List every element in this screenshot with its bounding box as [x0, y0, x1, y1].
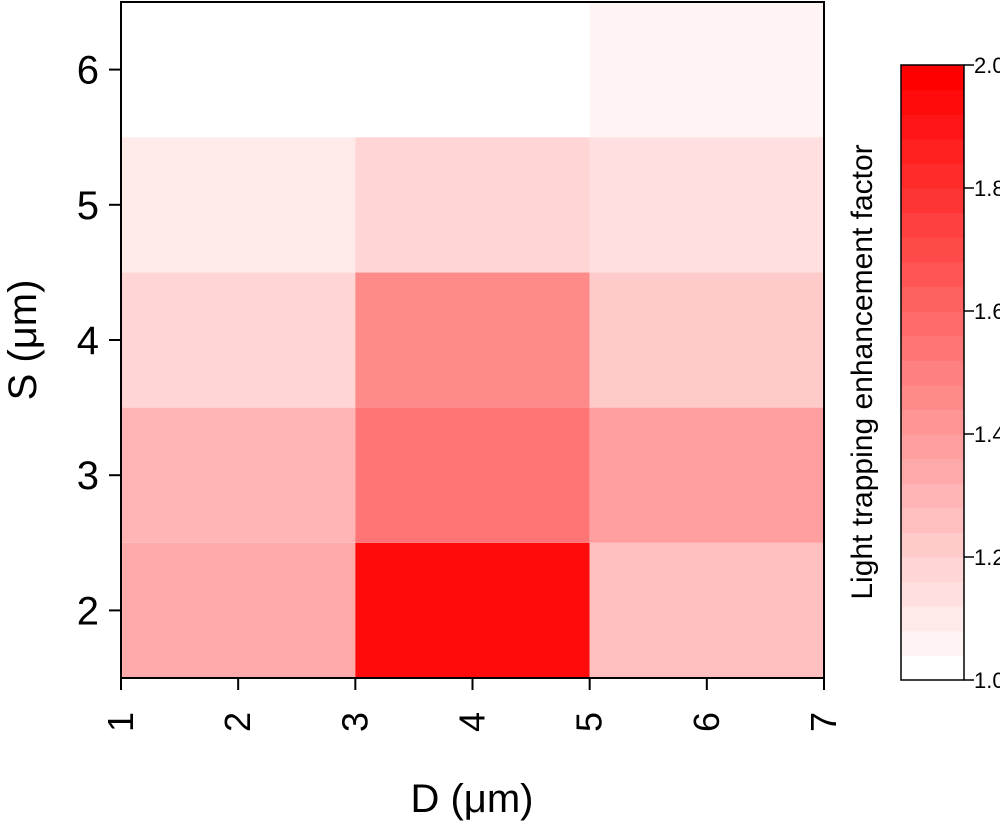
colorbar-segment	[901, 458, 964, 484]
heatmap-cell	[121, 137, 356, 273]
colorbar-frame	[900, 64, 965, 681]
colorbar-tick-label: 1.2	[974, 545, 1000, 570]
heatmap-cell	[589, 542, 824, 678]
colorbar-segment	[901, 237, 964, 263]
colorbar-segment	[901, 286, 964, 312]
colorbar-title: Light trapping enhancement factor	[846, 144, 879, 599]
x-tick-label: 7	[803, 712, 844, 732]
x-tick-label: 2	[217, 712, 258, 732]
y-tick-label: 6	[77, 49, 99, 93]
colorbar-segment	[901, 655, 964, 681]
heatmap-cell	[121, 2, 356, 138]
x-tick-label: 4	[452, 712, 493, 732]
colorbar-segment	[901, 507, 964, 533]
heatmap-cell	[355, 137, 590, 273]
heatmap-cell	[589, 272, 824, 408]
heatmap-cell	[589, 137, 824, 273]
colorbar-segment	[901, 335, 964, 361]
colorbar-segment	[901, 409, 964, 435]
colorbar-segment	[901, 163, 964, 189]
heatmap-cell	[121, 407, 356, 543]
colorbar-axis: 1.0 1.2 1.4 1.6 1.8 2.0	[964, 53, 1000, 693]
heatmap-cell	[355, 407, 590, 543]
y-axis: 2 3 4 5 6	[77, 49, 121, 633]
x-axis: 1 2 3 4 5 6 7	[100, 678, 844, 732]
heatmap-cell	[355, 542, 590, 678]
y-axis-label: S (μm)	[1, 280, 45, 401]
colorbar-segment	[901, 434, 964, 460]
heatmap-cell	[589, 2, 824, 138]
x-tick-label: 1	[100, 712, 141, 732]
colorbar-segment	[901, 483, 964, 509]
heatmap-cell	[355, 2, 590, 138]
y-tick-label: 5	[77, 184, 99, 228]
colorbar-segment	[901, 261, 964, 287]
colorbar	[900, 64, 965, 681]
colorbar-segment	[901, 188, 964, 214]
heatmap-cells	[121, 2, 824, 678]
colorbar-segment	[901, 138, 964, 164]
colorbar-tick-label: 1.6	[974, 299, 1000, 324]
colorbar-segment	[901, 630, 964, 656]
colorbar-segment	[901, 557, 964, 583]
colorbar-segment	[901, 606, 964, 632]
heatmap-cell	[121, 272, 356, 408]
colorbar-tick-label: 1.8	[974, 176, 1000, 201]
x-tick-label: 3	[334, 712, 375, 732]
heatmap-cell	[355, 272, 590, 408]
colorbar-segment	[901, 384, 964, 410]
colorbar-tick-label: 1.0	[974, 668, 1000, 693]
colorbar-segment	[901, 532, 964, 558]
y-tick-label: 3	[77, 454, 99, 498]
heatmap-cell	[589, 407, 824, 543]
colorbar-segment	[901, 65, 964, 91]
colorbar-segment	[901, 360, 964, 386]
heatmap-cell	[121, 542, 356, 678]
x-tick-label: 5	[569, 712, 610, 732]
y-tick-label: 4	[77, 319, 99, 363]
colorbar-segment	[901, 114, 964, 140]
colorbar-tick-label: 1.4	[974, 422, 1000, 447]
colorbar-segment	[901, 212, 964, 238]
colorbar-segment	[901, 581, 964, 607]
colorbar-segment	[901, 311, 964, 337]
y-tick-label: 2	[77, 589, 99, 633]
x-axis-label: D (μm)	[410, 777, 533, 821]
colorbar-tick-label: 2.0	[974, 53, 1000, 78]
x-tick-label: 6	[686, 712, 727, 732]
colorbar-segment	[901, 89, 964, 115]
